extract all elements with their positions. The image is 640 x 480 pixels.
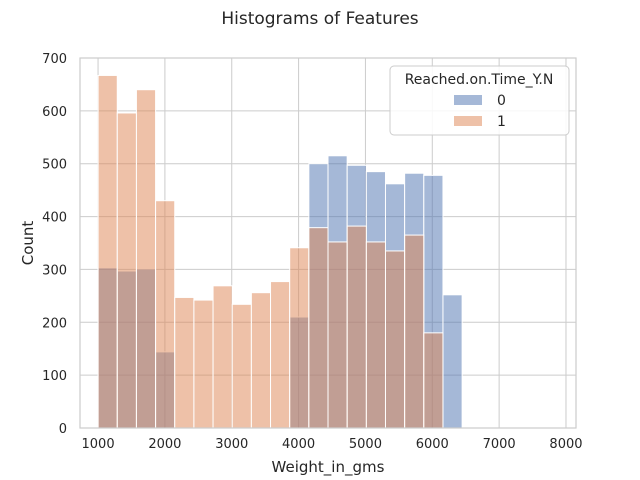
y-axis-label: Count xyxy=(19,221,37,266)
histogram-bar-series-1 xyxy=(250,292,272,429)
x-tick-label: 2000 xyxy=(148,437,181,452)
histogram-bar-series-1 xyxy=(289,247,310,429)
chart-title: Histograms of Features xyxy=(221,9,418,29)
histogram-bar-series-1 xyxy=(270,281,291,429)
histogram-bar-series-1 xyxy=(384,250,406,429)
y-tick-label: 400 xyxy=(42,211,67,226)
histogram-bar-series-1 xyxy=(97,74,118,429)
legend-label-0: 0 xyxy=(497,93,506,109)
legend-swatch-1 xyxy=(454,116,482,126)
x-tick-label: 6000 xyxy=(416,437,449,452)
x-axis-ticks: 1000 2000 3000 4000 5000 6000 7000 8000 xyxy=(82,437,583,452)
histogram-bar-series-1 xyxy=(231,303,252,429)
x-axis-label: Weight_in_gms xyxy=(272,458,385,477)
y-tick-label: 100 xyxy=(42,369,67,384)
histogram-bar-series-1 xyxy=(135,89,157,429)
x-tick-label: 4000 xyxy=(282,437,315,452)
histogram-bar-series-1 xyxy=(308,227,329,429)
legend-label-1: 1 xyxy=(497,114,506,130)
y-tick-label: 500 xyxy=(42,158,67,173)
x-tick-label: 8000 xyxy=(549,437,582,452)
x-tick-label: 5000 xyxy=(349,437,382,452)
y-axis-ticks: 0 100 200 300 400 500 600 700 xyxy=(42,52,67,437)
histogram-bar-series-0 xyxy=(442,294,463,429)
plot-frame xyxy=(79,57,577,429)
y-tick-label: 200 xyxy=(42,316,67,331)
axes-border xyxy=(79,57,577,429)
legend-swatch-0 xyxy=(454,95,482,105)
x-tick-label: 7000 xyxy=(483,437,516,452)
legend: Reached.on.Time_Y.N 0 1 xyxy=(389,65,570,136)
histogram-bar-series-1 xyxy=(116,112,137,429)
histogram-bar-series-1 xyxy=(404,234,425,429)
histogram-bar-series-1 xyxy=(155,200,176,429)
histogram-bar-series-1 xyxy=(174,296,195,429)
histogram-bar-series-1 xyxy=(327,241,348,429)
histogram-bar-series-1 xyxy=(193,299,214,429)
x-tick-label: 3000 xyxy=(215,437,248,452)
y-tick-label: 300 xyxy=(42,263,67,278)
histogram-bar-series-1 xyxy=(423,332,444,429)
x-tick-label: 1000 xyxy=(82,437,115,452)
legend-title: Reached.on.Time_Y.N xyxy=(405,72,554,88)
y-tick-label: 700 xyxy=(42,52,67,67)
histogram-bar-series-1 xyxy=(346,225,367,429)
y-tick-label: 0 xyxy=(59,422,67,437)
y-tick-label: 600 xyxy=(42,105,67,120)
bars xyxy=(97,74,559,429)
histogram-bar-series-1 xyxy=(212,285,233,429)
histogram-bar-series-1 xyxy=(365,241,386,429)
